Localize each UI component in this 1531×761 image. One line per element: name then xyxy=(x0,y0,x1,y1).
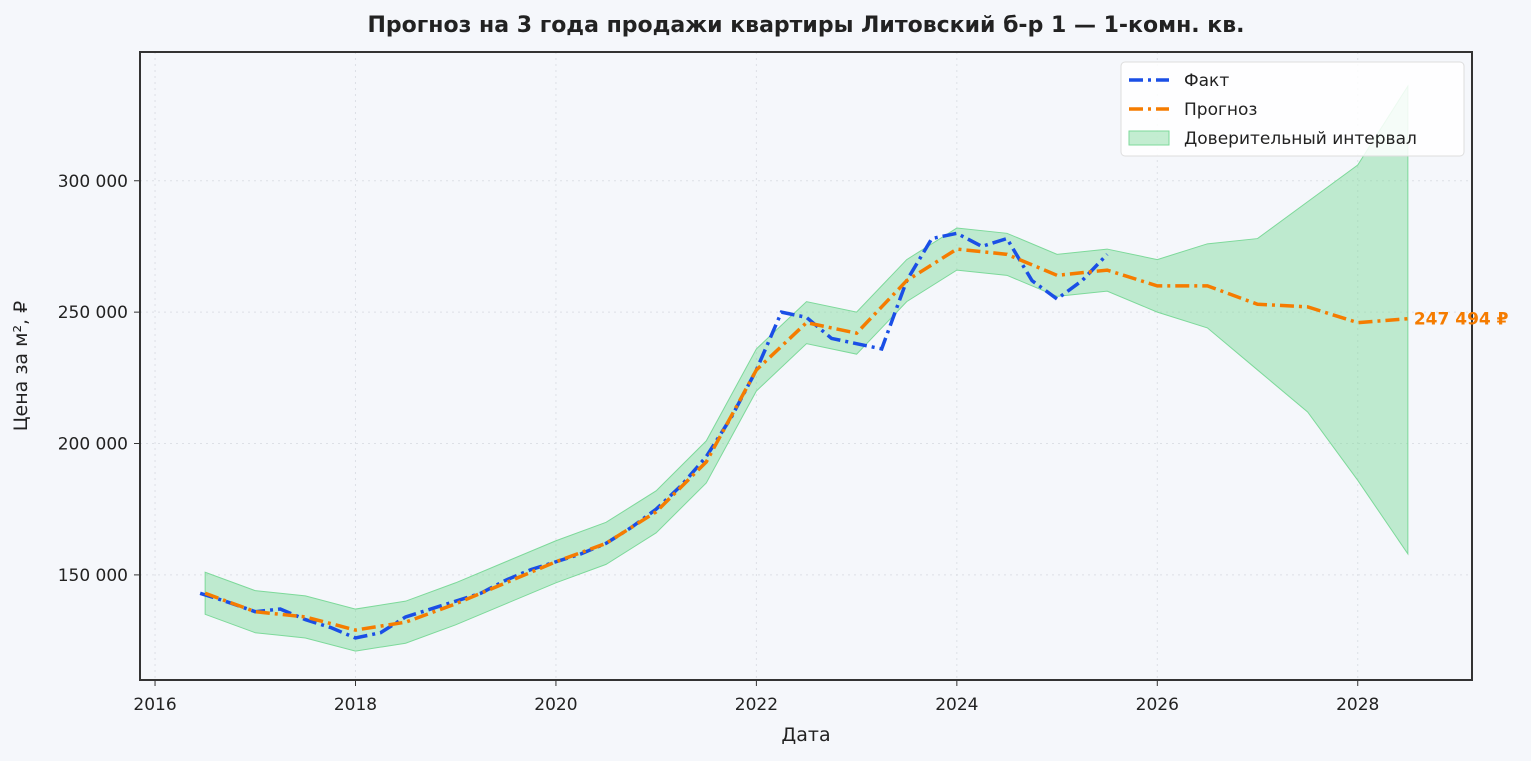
chart-title: Прогноз на 3 года продажи квартиры Литов… xyxy=(368,13,1245,38)
y-tick-label: 150 000 xyxy=(58,566,128,586)
series-line xyxy=(204,247,1408,632)
legend-box xyxy=(1120,61,1465,157)
legend-swatch xyxy=(1128,130,1170,146)
y-tick-label: 250 000 xyxy=(58,303,128,323)
legend: Факт Прогноз Доверительный интервал xyxy=(1120,61,1465,157)
plot-frame xyxy=(139,51,1473,681)
legend-label: Прогноз xyxy=(1184,100,1257,120)
legend-label: Доверительный интервал xyxy=(1184,129,1417,149)
x-tick-label: 2022 xyxy=(735,695,778,715)
series-line xyxy=(199,231,1109,640)
x-tick-label: 2026 xyxy=(1136,695,1179,715)
legend-label: Факт xyxy=(1184,71,1229,91)
x-tick-label: 2020 xyxy=(534,695,577,715)
y-axis-label: Цена за м², ₽ xyxy=(10,301,32,431)
forecast-annotation: 247 494 ₽ xyxy=(1414,310,1509,330)
x-tick-label: 2024 xyxy=(935,695,978,715)
confidence-band xyxy=(204,84,1409,652)
y-tick-label: 200 000 xyxy=(58,435,128,455)
x-tick-label: 2016 xyxy=(133,695,176,715)
y-tick-label: 300 000 xyxy=(58,172,128,192)
x-tick-label: 2028 xyxy=(1336,695,1379,715)
x-axis-label: Дата xyxy=(781,724,830,746)
x-tick-label: 2018 xyxy=(334,695,377,715)
